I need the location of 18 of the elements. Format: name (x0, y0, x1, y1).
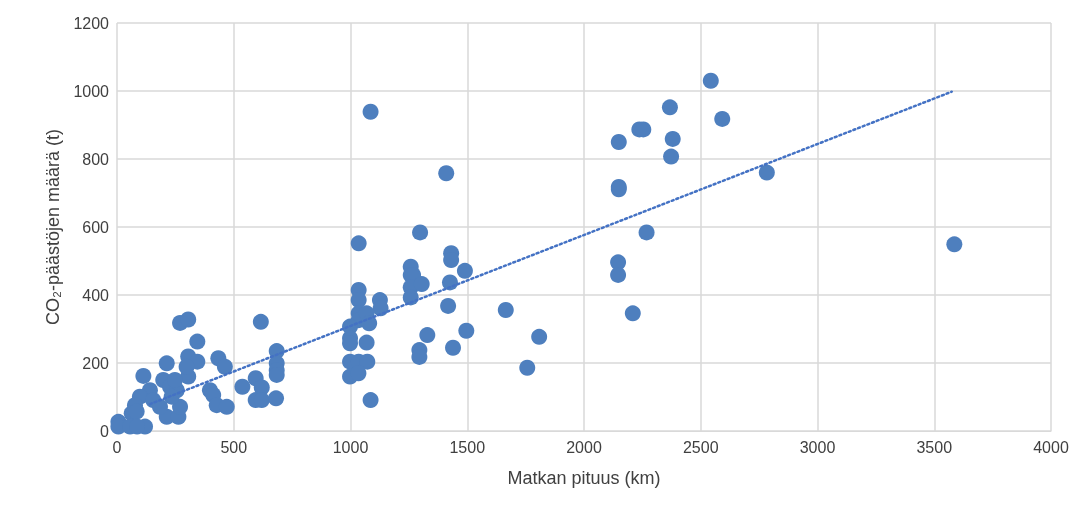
x-tick-label: 2500 (682, 438, 719, 456)
x-tick-label: 0 (112, 438, 122, 456)
x-tick-label: 1500 (449, 438, 486, 456)
x-tick-label: 4000 (1033, 438, 1069, 456)
y-tick-label: 600 (82, 218, 110, 236)
y-tick-label: 400 (82, 286, 110, 304)
y-tick-label: 200 (82, 354, 110, 372)
x-axis-title: Matkan pituus (km) (507, 468, 661, 488)
y-axis-title: CO₂-päästöjen määrä (t) (43, 128, 63, 326)
y-tick-label: 1200 (73, 14, 110, 32)
x-tick-label: 1000 (332, 438, 369, 456)
x-tick-label: 3000 (799, 438, 836, 456)
x-tick-label: 3500 (916, 438, 953, 456)
y-tick-label: 800 (82, 150, 110, 168)
x-tick-label: 2000 (566, 438, 602, 456)
x-tick-label: 500 (220, 438, 248, 456)
y-tick-label: 0 (100, 422, 110, 440)
y-tick-label: 1000 (73, 82, 110, 100)
